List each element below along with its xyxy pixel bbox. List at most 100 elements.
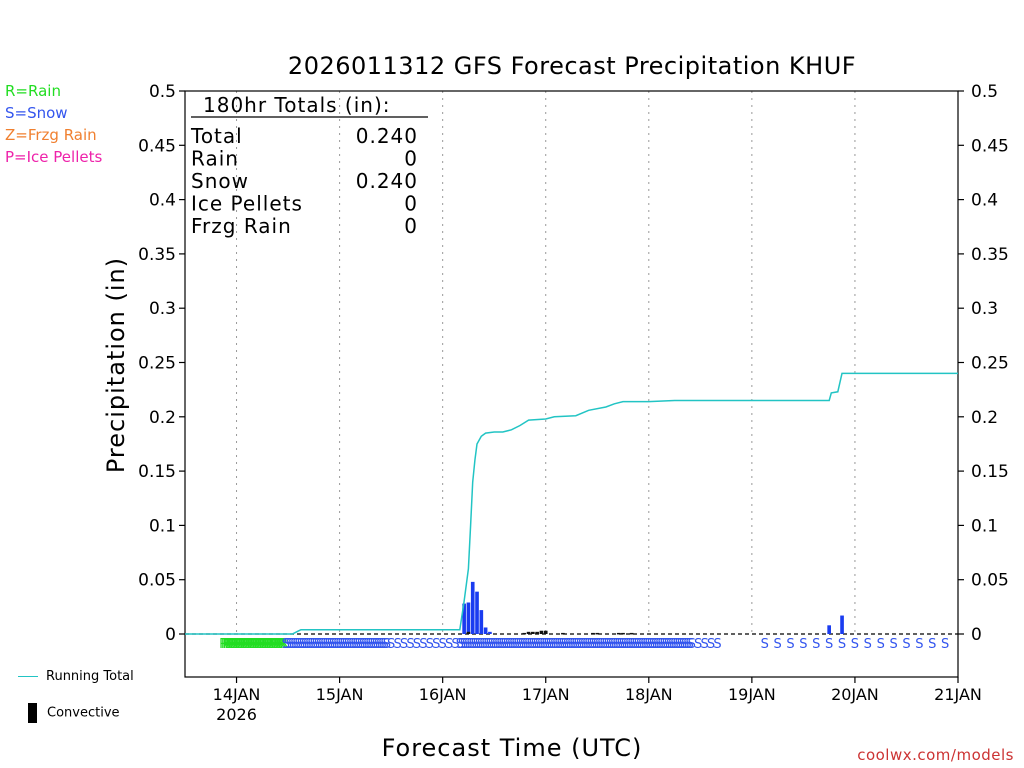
ptype-marker: S — [333, 637, 341, 652]
ptype-marker: S — [619, 637, 627, 652]
ptype-marker: S — [610, 637, 618, 652]
ptype-marker: S — [370, 637, 378, 652]
convective-bar — [466, 631, 471, 634]
ptype-marker: S — [636, 637, 644, 652]
ptype-marker: S — [673, 637, 681, 652]
ptype-marker: S — [338, 637, 346, 652]
ptype-marker: S — [554, 637, 562, 652]
ptype-marker: S — [651, 637, 659, 652]
convective-bar — [595, 632, 600, 635]
ptype-marker: R — [252, 637, 261, 652]
credit-text: coolwx.com/models — [857, 746, 1014, 764]
ptype-marker: S — [361, 637, 369, 652]
ptype-marker: S — [694, 637, 702, 652]
ptype-marker: S — [851, 637, 859, 652]
ptype-marker: R — [262, 637, 271, 652]
ptype-marker: S — [501, 637, 509, 652]
ptype-marker: S — [597, 637, 605, 652]
ptype-marker: S — [359, 637, 367, 652]
ptype-marker: S — [484, 637, 492, 652]
convective-bar — [591, 632, 595, 635]
ptype-marker: S — [368, 637, 376, 652]
ptype-marker: S — [647, 637, 655, 652]
ptype-marker: S — [344, 637, 352, 652]
legend-convective: Convective — [18, 703, 120, 723]
ptype-marker: S — [557, 637, 565, 652]
ptype-marker: S — [286, 637, 294, 652]
convective-bar — [539, 630, 544, 634]
y-tick-label-left: 0.5 — [149, 82, 176, 102]
ptype-marker: R — [236, 637, 245, 652]
convective-bar — [535, 631, 539, 634]
ptype-marker: R — [260, 637, 269, 652]
y-axis-label: Precipitation (in) — [102, 256, 130, 474]
y-tick-label-left: 0.2 — [149, 408, 176, 428]
ptype-marker: S — [327, 637, 335, 652]
ptype-marker: S — [535, 637, 543, 652]
ptype-marker: R — [243, 637, 252, 652]
ptype-marker: S — [786, 637, 794, 652]
ptype-marker: S — [505, 637, 513, 652]
ptype-marker: S — [877, 637, 885, 652]
snow-bar — [827, 625, 831, 634]
ptype-marker: S — [426, 637, 434, 652]
ptype-marker: R — [233, 637, 242, 652]
totals-row-value: 0.240 — [356, 124, 418, 148]
ptype-marker: S — [488, 637, 496, 652]
ptype-marker: S — [615, 637, 623, 652]
totals-box: 180hr Totals (in): Total 0.240 Rain 0 Snow 0.2… — [190, 93, 428, 238]
totals-row-label: Rain — [191, 147, 239, 171]
ptype-marker: S — [812, 637, 820, 652]
ptype-marker: R — [231, 637, 240, 652]
ptype-marker: S — [634, 637, 642, 652]
ptype-marker: S — [282, 637, 290, 652]
ptype-marker: R — [235, 637, 244, 652]
ptype-marker: S — [552, 637, 560, 652]
ptype-marker: S — [600, 637, 608, 652]
y-tick-label-left: 0.4 — [149, 191, 176, 211]
ptype-marker: S — [295, 637, 303, 652]
ptype-marker: S — [293, 637, 301, 652]
ptype-marker: S — [512, 637, 520, 652]
ptype-marker: S — [329, 637, 337, 652]
ptype-marker: S — [497, 637, 505, 652]
x-tick-label: 21JAN — [934, 685, 982, 704]
ptype-marker: S — [632, 637, 640, 652]
ptype-marker: S — [617, 637, 625, 652]
x-tick-label: 18JAN — [625, 685, 673, 704]
ptype-marker: S — [301, 637, 309, 652]
ptype-marker: S — [640, 637, 648, 652]
ptype-marker: S — [595, 637, 603, 652]
ptype-marker: R — [228, 637, 237, 652]
ptype-marker: S — [460, 637, 468, 652]
ptype-marker: S — [473, 637, 481, 652]
x-axis-label: Forecast Time (UTC) — [381, 734, 643, 762]
ptype-marker: S — [572, 637, 580, 652]
ptype-marker: S — [522, 637, 530, 652]
ptype-marker: S — [348, 637, 356, 652]
ptype-marker: R — [269, 637, 278, 652]
x-tick-label: 19JAN — [728, 685, 776, 704]
y-tick-label-right: 0.05 — [971, 571, 1009, 591]
ptype-marker: R — [223, 637, 232, 652]
ptype-marker: R — [241, 637, 250, 652]
ptype-marker: R — [253, 637, 262, 652]
ptype-marker: S — [700, 637, 708, 652]
totals-row-label: Total — [190, 124, 243, 148]
ptype-marker: S — [643, 637, 651, 652]
ptype-marker: S — [561, 637, 569, 652]
running-total-swatch-icon — [18, 676, 38, 677]
ptype-marker: S — [559, 637, 567, 652]
ptype-marker: S — [308, 637, 316, 652]
ptype-marker: S — [376, 637, 384, 652]
ptype-marker: S — [325, 637, 333, 652]
ptype-marker: S — [350, 637, 358, 652]
plot-frame — [184, 90, 959, 678]
totals-row-value: 0 — [404, 214, 418, 238]
ptype-marker: S — [456, 637, 464, 652]
ptype-marker: S — [681, 637, 689, 652]
ptype-marker: S — [570, 637, 578, 652]
snow-bar — [470, 581, 475, 634]
ptype-marker: S — [475, 637, 483, 652]
ptype-marker: S — [799, 637, 807, 652]
